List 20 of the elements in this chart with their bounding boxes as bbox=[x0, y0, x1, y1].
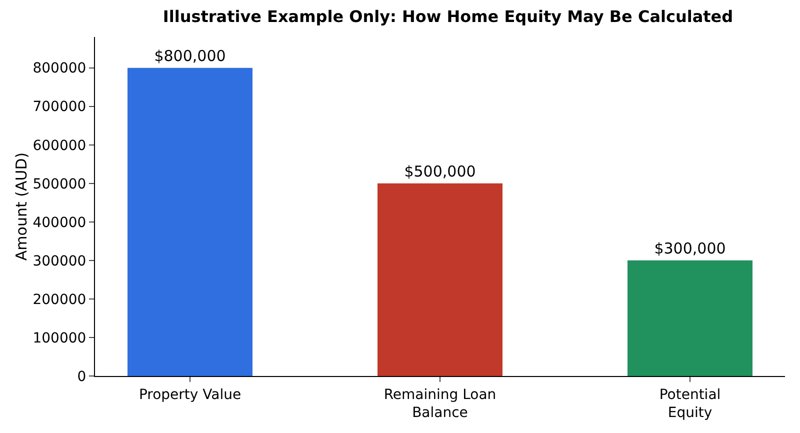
y-axis-title: Amount (AUD) bbox=[12, 152, 31, 261]
data-label: $800,000 bbox=[154, 46, 226, 65]
data-label: $500,000 bbox=[404, 162, 476, 180]
y-tick-label: 400000 bbox=[32, 214, 86, 231]
bar bbox=[128, 68, 252, 376]
y-tick-label: 600000 bbox=[32, 138, 86, 154]
x-tick-label: Remaining Loan Balance bbox=[384, 386, 496, 421]
bar bbox=[628, 260, 752, 376]
y-tick-label: 700000 bbox=[32, 99, 86, 116]
y-tick-label: 500000 bbox=[32, 176, 86, 192]
y-tick-label: 300000 bbox=[32, 253, 86, 270]
bar bbox=[378, 183, 502, 376]
y-tick-label: 200000 bbox=[32, 292, 86, 308]
y-tick-label: 100000 bbox=[32, 330, 86, 346]
y-tick-label: 0 bbox=[77, 368, 86, 385]
data-label: $300,000 bbox=[654, 239, 726, 258]
x-tick-label: Property Value bbox=[138, 386, 242, 403]
x-tick-label: Potential Equity bbox=[659, 386, 721, 421]
y-tick-label: 800000 bbox=[32, 60, 86, 77]
chart-title: Illustrative Example Only: How Home Equity May Be Calculated bbox=[162, 7, 734, 26]
